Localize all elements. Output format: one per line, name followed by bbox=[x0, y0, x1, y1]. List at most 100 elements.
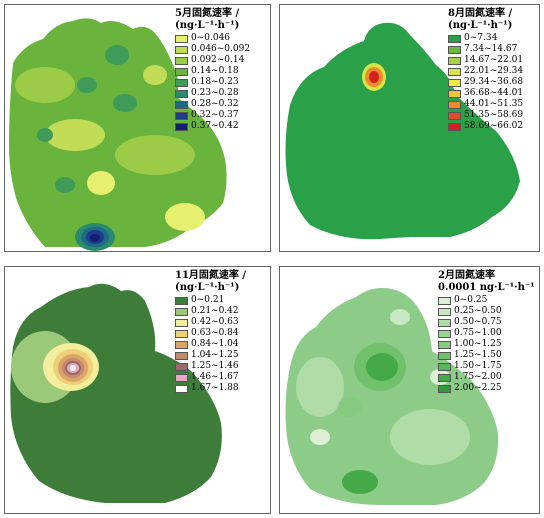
legend-swatch bbox=[448, 78, 461, 87]
contour-patch bbox=[366, 353, 398, 381]
legend-swatch bbox=[175, 307, 188, 316]
legend-entry: 0.63~0.84 bbox=[175, 328, 246, 339]
legend-entry: 0.25~0.50 bbox=[438, 306, 535, 317]
contour-patch bbox=[115, 135, 195, 175]
legend-entry: 7.34~14.67 bbox=[448, 44, 523, 55]
legend-entry: 0.37~0.42 bbox=[175, 121, 250, 132]
legend-may: 5月固氮速率 / (ng·L⁻¹·h⁻¹) 0~0.046 0.046~0.092… bbox=[175, 9, 250, 132]
legend-entry: 0.32~0.37 bbox=[175, 110, 250, 121]
legend-label: 0.63~0.84 bbox=[191, 328, 239, 338]
lake-map-feb bbox=[285, 288, 499, 505]
legend-entry: 1.25~1.50 bbox=[438, 350, 535, 361]
legend-swatch bbox=[438, 373, 451, 382]
legend-items: 0~7.34 7.34~14.67 14.67~22.01 22.01~29.34 29… bbox=[448, 33, 523, 132]
legend-label: 0.42~0.63 bbox=[191, 317, 239, 327]
legend-label: 0.046~0.092 bbox=[191, 44, 251, 54]
legend-entry: 22.01~29.34 bbox=[448, 66, 523, 77]
legend-swatch bbox=[175, 56, 188, 65]
legend-unit: (ng·L⁻¹·h⁻¹) bbox=[175, 282, 240, 293]
legend-label: 36.68~44.01 bbox=[464, 88, 524, 98]
legend-swatch bbox=[438, 296, 451, 305]
legend-label: 0.25~0.50 bbox=[454, 306, 502, 316]
legend-label: 0~0.21 bbox=[191, 295, 225, 305]
legend-swatch bbox=[175, 384, 188, 393]
legend-label: 0.18~0.23 bbox=[191, 77, 239, 87]
legend-swatch bbox=[175, 89, 188, 98]
legend-entry: 0.28~0.32 bbox=[175, 99, 250, 110]
contour-patch bbox=[37, 128, 53, 142]
legend-entry: 0~7.34 bbox=[448, 33, 523, 44]
legend-label: 1.00~1.25 bbox=[454, 339, 502, 349]
legend-label: 0.32~0.37 bbox=[191, 110, 239, 120]
legend-entry: 0.21~0.42 bbox=[175, 306, 246, 317]
legend-swatch bbox=[175, 67, 188, 76]
legend-label: 1.25~1.50 bbox=[454, 350, 502, 360]
legend-entry: 0.046~0.092 bbox=[175, 44, 250, 55]
legend-swatch bbox=[175, 351, 188, 360]
legend-entry: 0.23~0.28 bbox=[175, 88, 250, 99]
legend-title: 11月固氮速率 / bbox=[175, 270, 247, 281]
legend-label: 0~0.046 bbox=[191, 33, 231, 43]
legend-swatch bbox=[175, 296, 188, 305]
contour-patch bbox=[390, 309, 410, 325]
legend-entry: 1.50~1.75 bbox=[438, 361, 535, 372]
legend-label: 22.01~29.34 bbox=[464, 66, 524, 76]
legend-aug: 8月固氮速率 / (ng·L⁻¹·h⁻¹) 0~7.34 7.34~14.67 14… bbox=[448, 9, 523, 132]
contour-patch bbox=[77, 77, 97, 93]
legend-swatch bbox=[438, 384, 451, 393]
legend-swatch bbox=[448, 67, 461, 76]
legend-unit: (ng·L⁻¹·h⁻¹) bbox=[448, 20, 513, 31]
legend-swatch bbox=[175, 340, 188, 349]
legend-swatch bbox=[438, 362, 451, 371]
contour-patch bbox=[90, 234, 100, 242]
legend-entry: 0~0.21 bbox=[175, 295, 246, 306]
legend-swatch bbox=[448, 56, 461, 65]
legend-entry: 0.42~0.63 bbox=[175, 317, 246, 328]
legend-label: 14.67~22.01 bbox=[464, 55, 524, 65]
legend-entry: 58.69~66.02 bbox=[448, 121, 523, 132]
legend-swatch bbox=[175, 318, 188, 327]
legend-label: 1.46~1.67 bbox=[191, 372, 239, 382]
legend-label: 0.14~0.18 bbox=[191, 66, 239, 76]
legend-swatch bbox=[438, 318, 451, 327]
legend-swatch bbox=[175, 329, 188, 338]
legend-swatch bbox=[438, 340, 451, 349]
map-panel-nov: 11月固氮速率 / (ng·L⁻¹·h⁻¹) 0~0.21 0.21~0.42 0.… bbox=[4, 266, 271, 514]
map-panel-feb: 2月固氮速率 0.0001 ng·L⁻¹·h⁻¹ 0~0.25 0.25~0.50… bbox=[279, 266, 540, 514]
legend-swatch bbox=[448, 111, 461, 120]
map-panel-aug: 8月固氮速率 / (ng·L⁻¹·h⁻¹) 0~7.34 7.34~14.67 14… bbox=[279, 4, 540, 252]
legend-entry: 0~0.046 bbox=[175, 33, 250, 44]
legend-swatch bbox=[438, 307, 451, 316]
legend-label: 44.01~51.35 bbox=[464, 99, 524, 109]
contour-patch bbox=[338, 397, 362, 417]
map-panel-may: 5月固氮速率 / (ng·L⁻¹·h⁻¹) 0~0.046 0.046~0.092… bbox=[4, 4, 271, 252]
legend-feb: 2月固氮速率 0.0001 ng·L⁻¹·h⁻¹ 0~0.25 0.25~0.50… bbox=[438, 271, 535, 394]
contour-patch bbox=[390, 409, 470, 465]
contour-patch bbox=[45, 119, 105, 151]
legend-entry: 14.67~22.01 bbox=[448, 55, 523, 66]
legend-entry: 1.75~2.00 bbox=[438, 372, 535, 383]
contour-patch bbox=[342, 470, 378, 494]
legend-entry: 1.67~1.88 bbox=[175, 383, 246, 394]
legend-entry: 0.84~1.04 bbox=[175, 339, 246, 350]
legend-title: 5月固氮速率 / bbox=[175, 8, 240, 19]
legend-swatch bbox=[175, 45, 188, 54]
contour-patch bbox=[296, 357, 344, 417]
contour-patch bbox=[143, 65, 167, 85]
legend-swatch bbox=[175, 34, 188, 43]
legend-label: 0.50~0.75 bbox=[454, 317, 502, 327]
legend-entry: 0.092~0.14 bbox=[175, 55, 250, 66]
legend-label: 0~0.25 bbox=[454, 295, 488, 305]
legend-label: 0.37~0.42 bbox=[191, 121, 239, 131]
legend-entry: 1.25~1.46 bbox=[175, 361, 246, 372]
legend-nov: 11月固氮速率 / (ng·L⁻¹·h⁻¹) 0~0.21 0.21~0.42 0.… bbox=[175, 271, 246, 394]
contour-patch bbox=[87, 171, 115, 195]
contour-patch bbox=[15, 67, 75, 103]
legend-title: 8月固氮速率 / bbox=[448, 8, 513, 19]
legend-label: 29.34~36.68 bbox=[464, 77, 524, 87]
legend-swatch bbox=[438, 329, 451, 338]
contour-patch bbox=[165, 203, 205, 231]
legend-swatch bbox=[448, 122, 461, 131]
contour-patch bbox=[55, 177, 75, 193]
legend-label: 0.092~0.14 bbox=[191, 55, 245, 65]
